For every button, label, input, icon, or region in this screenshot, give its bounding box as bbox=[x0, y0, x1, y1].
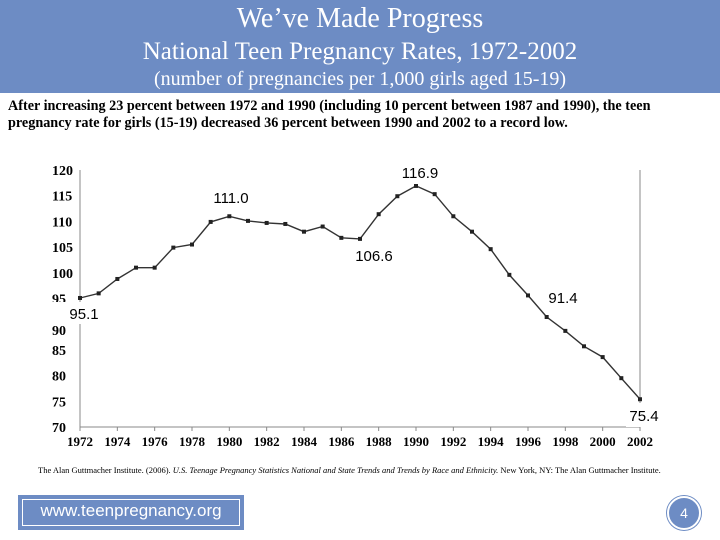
x-tick-label: 1974 bbox=[104, 434, 131, 449]
data-point bbox=[246, 218, 250, 223]
x-tick-label: 1990 bbox=[403, 434, 429, 449]
data-point bbox=[638, 397, 642, 402]
slide-subtitle: National Teen Pregnancy Rates, 1972-2002 bbox=[142, 38, 578, 65]
y-tick-label: 105 bbox=[52, 241, 73, 256]
citation-prefix: The Alan Guttmacher Institute. (2006). bbox=[38, 465, 171, 475]
data-point bbox=[432, 192, 437, 197]
data-point bbox=[283, 221, 288, 226]
y-tick-label: 100 bbox=[52, 267, 73, 282]
data-point bbox=[208, 219, 213, 224]
page-number-badge: 4 bbox=[667, 496, 701, 530]
data-point bbox=[96, 291, 101, 296]
data-point bbox=[339, 235, 344, 240]
slide-title: We’ve Made Progress bbox=[236, 3, 484, 34]
data-point bbox=[134, 265, 138, 270]
callout-box bbox=[626, 403, 662, 427]
callout-box bbox=[350, 243, 398, 267]
x-tick-label: 1978 bbox=[179, 434, 206, 449]
x-tick-label: 1998 bbox=[552, 434, 579, 449]
data-label: 111.0 bbox=[213, 190, 248, 207]
data-point bbox=[507, 272, 512, 277]
data-label: 116.9 bbox=[402, 165, 438, 182]
data-point bbox=[376, 212, 381, 217]
data-point bbox=[619, 376, 624, 381]
data-point bbox=[395, 194, 400, 199]
callout-box bbox=[209, 185, 256, 209]
data-point bbox=[171, 245, 176, 250]
data-point bbox=[600, 355, 605, 360]
data-point bbox=[227, 214, 232, 219]
website-banner-border bbox=[22, 499, 240, 526]
y-tick-label: 75 bbox=[52, 395, 66, 410]
data-point bbox=[264, 220, 269, 225]
data-point bbox=[115, 276, 120, 281]
data-point bbox=[302, 229, 306, 234]
data-point bbox=[582, 344, 586, 349]
data-point bbox=[414, 183, 418, 188]
website-banner: www.teenpregnancy.org bbox=[18, 495, 244, 530]
data-label: 91.4 bbox=[548, 290, 577, 307]
callout-box bbox=[52, 302, 106, 324]
x-tick-label: 1972 bbox=[67, 434, 93, 449]
x-tick-label: 1994 bbox=[478, 434, 505, 449]
y-tick-label: 110 bbox=[52, 215, 72, 230]
data-point bbox=[526, 293, 530, 298]
data-label: 75.4 bbox=[629, 408, 658, 425]
callout-box bbox=[543, 285, 583, 309]
data-point bbox=[190, 242, 194, 247]
data-point bbox=[488, 247, 493, 252]
x-tick-label: 1980 bbox=[216, 434, 242, 449]
y-tick-label: 85 bbox=[52, 344, 66, 359]
data-point bbox=[544, 315, 549, 320]
y-tick-label: 120 bbox=[52, 164, 73, 179]
y-tick-label: 90 bbox=[52, 324, 66, 339]
data-label: 106.6 bbox=[355, 248, 393, 265]
citation-title: U.S. Teenage Pregnancy Statistics Nation… bbox=[172, 465, 499, 475]
y-tick-label: 70 bbox=[52, 421, 66, 436]
header-banner: We’ve Made Progress National Teen Pregna… bbox=[0, 0, 720, 93]
x-tick-label: 1976 bbox=[142, 434, 169, 449]
x-tick-label: 1982 bbox=[254, 434, 280, 449]
summary-text: After increasing 23 percent between 1972… bbox=[8, 98, 651, 131]
data-point bbox=[152, 265, 157, 270]
y-tick-label: 80 bbox=[52, 370, 66, 385]
data-point bbox=[451, 214, 456, 219]
callout-box bbox=[399, 160, 441, 184]
slide-unit-note: (number of pregnancies per 1,000 girls a… bbox=[153, 68, 567, 90]
x-tick-label: 2002 bbox=[627, 434, 653, 449]
data-point bbox=[320, 224, 325, 229]
x-tick-label: 1988 bbox=[366, 434, 393, 449]
x-tick-label: 1996 bbox=[515, 434, 542, 449]
x-tick-label: 1986 bbox=[328, 434, 355, 449]
data-label: 95.1 bbox=[69, 306, 98, 323]
data-point bbox=[78, 295, 82, 300]
data-point bbox=[470, 229, 474, 234]
y-tick-label: 115 bbox=[52, 190, 72, 205]
x-tick-label: 1992 bbox=[440, 434, 466, 449]
citation-suffix: New York, NY: The Alan Guttmacher Instit… bbox=[500, 465, 661, 475]
source-citation: The Alan Guttmacher Institute. (2006). U… bbox=[38, 465, 688, 476]
x-tick-label: 1984 bbox=[291, 434, 318, 449]
data-point bbox=[563, 328, 568, 333]
x-tick-label: 2000 bbox=[590, 434, 616, 449]
data-point bbox=[358, 236, 362, 241]
website-url[interactable]: www.teenpregnancy.org bbox=[40, 501, 222, 520]
